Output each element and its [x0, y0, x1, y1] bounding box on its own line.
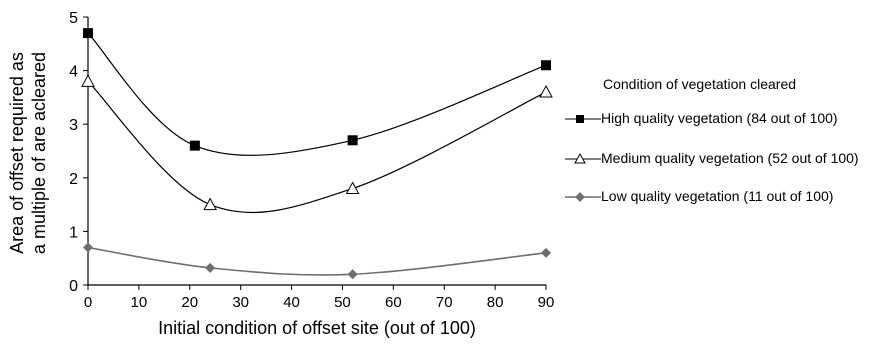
legend-item-high-quality: High quality vegetation (84 out of 100) [565, 111, 871, 126]
legend-title: Condition of vegetation cleared [603, 76, 797, 92]
y-tick-label: 1 [69, 224, 78, 241]
x-tick-label: 50 [334, 294, 351, 311]
x-tick-label: 60 [385, 294, 402, 311]
data-point-high-quality [83, 28, 93, 39]
series-line-high-quality [87, 32, 547, 156]
data-point-medium-quality [539, 84, 553, 98]
legend-item-medium-quality: Medium quality vegetation (52 out of 100… [565, 151, 871, 166]
data-point-low-quality [83, 242, 93, 253]
legend-triangle-marker-icon [565, 152, 601, 164]
y-tick-label: 0 [69, 278, 78, 295]
x-tick-label: 0 [84, 294, 92, 311]
data-point-low-quality [347, 269, 358, 280]
data-point-medium-quality [345, 181, 360, 195]
data-point-medium-quality [203, 197, 217, 211]
x-axis-title: Initial condition of offset site (out of… [158, 318, 476, 338]
legend-label-medium-quality: Medium quality vegetation (52 out of 100… [601, 150, 859, 166]
x-tick-label: 40 [283, 294, 300, 311]
y-axis-title-line-2: a multiple of are acleared [29, 52, 49, 254]
x-tick-label: 20 [181, 294, 198, 311]
series-line-medium-quality [87, 80, 547, 214]
x-tick-label: 10 [131, 294, 148, 311]
legend-label-high-quality: High quality vegetation (84 out of 100) [601, 110, 838, 126]
legend-item-low-quality: Low quality vegetation (11 out of 100) [565, 189, 871, 204]
series-line-low-quality [87, 246, 547, 276]
data-point-high-quality [541, 60, 551, 71]
data-point-high-quality [189, 140, 200, 151]
y-tick-label: 3 [69, 117, 78, 134]
y-axis-title-line-1: Area of offset required as [7, 52, 27, 254]
x-tick-label: 30 [232, 294, 249, 311]
legend-square-marker-icon [565, 115, 601, 123]
x-tick-label: 80 [487, 294, 504, 311]
data-point-low-quality [205, 262, 216, 273]
x-tick-label: 90 [538, 294, 555, 311]
x-tick-label: 70 [436, 294, 453, 311]
legend-diamond-marker-icon [565, 192, 601, 202]
data-point-high-quality [347, 135, 358, 146]
data-point-low-quality [541, 247, 551, 258]
data-point-medium-quality [81, 74, 95, 87]
legend-label-low-quality: Low quality vegetation (11 out of 100) [601, 188, 834, 204]
y-tick-label: 4 [69, 64, 78, 81]
y-tick-label: 2 [69, 171, 78, 188]
y-tick-label: 5 [69, 10, 78, 27]
